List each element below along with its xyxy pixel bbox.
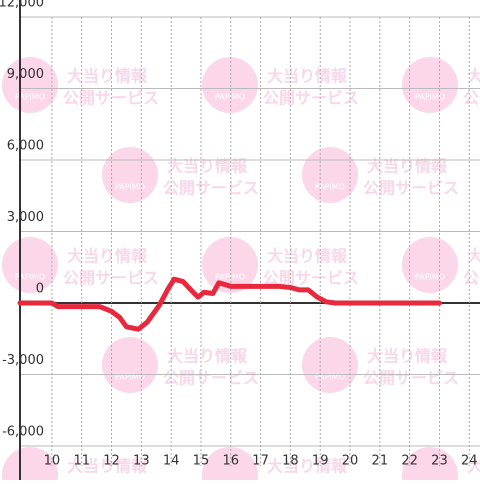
watermark-text: 大当り情報 [67, 457, 148, 476]
watermark-logo [102, 337, 158, 393]
watermark-text: 公開サービス [163, 179, 259, 198]
watermark-logo [402, 237, 458, 293]
x-tick-label: 12 [103, 454, 120, 469]
watermark-brand: PAPIMO [15, 93, 45, 102]
watermark-text: 大当り情報 [167, 157, 248, 176]
x-tick-label: 11 [73, 454, 90, 469]
x-tick-label: 14 [163, 454, 180, 469]
watermark-text: 大当り情報 [467, 457, 480, 476]
series-line [17, 276, 442, 332]
x-tick-label: 22 [401, 454, 418, 469]
x-tick-label: 16 [222, 454, 239, 469]
watermark-brand: PAPIMO [115, 373, 145, 382]
watermark-logo [302, 147, 358, 203]
watermark-brand: PAPIMO [415, 273, 445, 282]
watermark-text: 公開サービス [63, 269, 159, 288]
watermark-logo [202, 57, 258, 113]
watermark-text: 大当り情報 [367, 347, 448, 366]
x-tick-label: 20 [342, 454, 359, 469]
watermark-text: 大当り情報 [267, 457, 348, 476]
watermark-logo [302, 337, 358, 393]
watermark-text: 公開サービス [263, 269, 359, 288]
x-tick-label: 18 [282, 454, 299, 469]
watermark-logo [2, 237, 58, 293]
watermark-brand: PAPIMO [415, 93, 445, 102]
watermark-logo [2, 447, 58, 484]
x-tick-label: 15 [193, 454, 210, 469]
watermark-text: 公開サービス [363, 179, 459, 198]
watermark-text: 大当り情報 [67, 67, 148, 86]
y-tick-label: 6,000 [7, 139, 44, 154]
x-tick-label: 19 [312, 454, 329, 469]
watermark-text: 大当り情報 [167, 347, 248, 366]
watermark-text: 大当り情報 [367, 157, 448, 176]
watermark-text: 大当り情報 [467, 67, 480, 86]
watermark-logo [402, 57, 458, 113]
x-tick-label: 17 [252, 454, 269, 469]
watermark-text: 公開サービス [363, 369, 459, 388]
watermark-brand: PAPIMO [115, 183, 145, 192]
watermark-logo [202, 447, 258, 484]
watermark-text: 公開サービス [463, 89, 480, 108]
x-tick-label: 24 [461, 454, 478, 469]
y-tick-label: 12,000 [0, 0, 44, 11]
y-tick-label: 0 [36, 282, 44, 297]
watermark-brand: PAPIMO [15, 273, 45, 282]
watermark-brand: PAPIMO [315, 183, 345, 192]
x-tick-label: 13 [133, 454, 150, 469]
watermark-logo [202, 237, 258, 293]
watermark-brand: PAPIMO [215, 273, 245, 282]
y-tick-label: 9,000 [7, 67, 44, 82]
watermark-text: 大当り情報 [67, 247, 148, 266]
watermark-text: 公開サービス [63, 89, 159, 108]
y-tick-label: -6,000 [2, 425, 44, 440]
y-tick-label: 3,000 [7, 210, 44, 225]
watermark-text: 大当り情報 [467, 247, 480, 266]
watermark-brand: PAPIMO [315, 373, 345, 382]
watermark-text: 大当り情報 [267, 67, 348, 86]
watermark-logo [2, 57, 58, 113]
x-tick-label: 21 [372, 454, 389, 469]
watermark-text: 大当り情報 [267, 247, 348, 266]
watermark-text: 公開サービス [263, 89, 359, 108]
y-tick-label: -3,000 [2, 353, 44, 368]
x-tick-label: 23 [431, 454, 448, 469]
watermark-text: 公開サービス [163, 369, 259, 388]
x-tick-label: 10 [44, 454, 61, 469]
watermark-brand: PAPIMO [215, 93, 245, 102]
grid [20, 16, 480, 466]
watermark-text: 公開サービス [463, 269, 480, 288]
watermark-logo [102, 147, 158, 203]
watermark-logo [402, 447, 458, 484]
